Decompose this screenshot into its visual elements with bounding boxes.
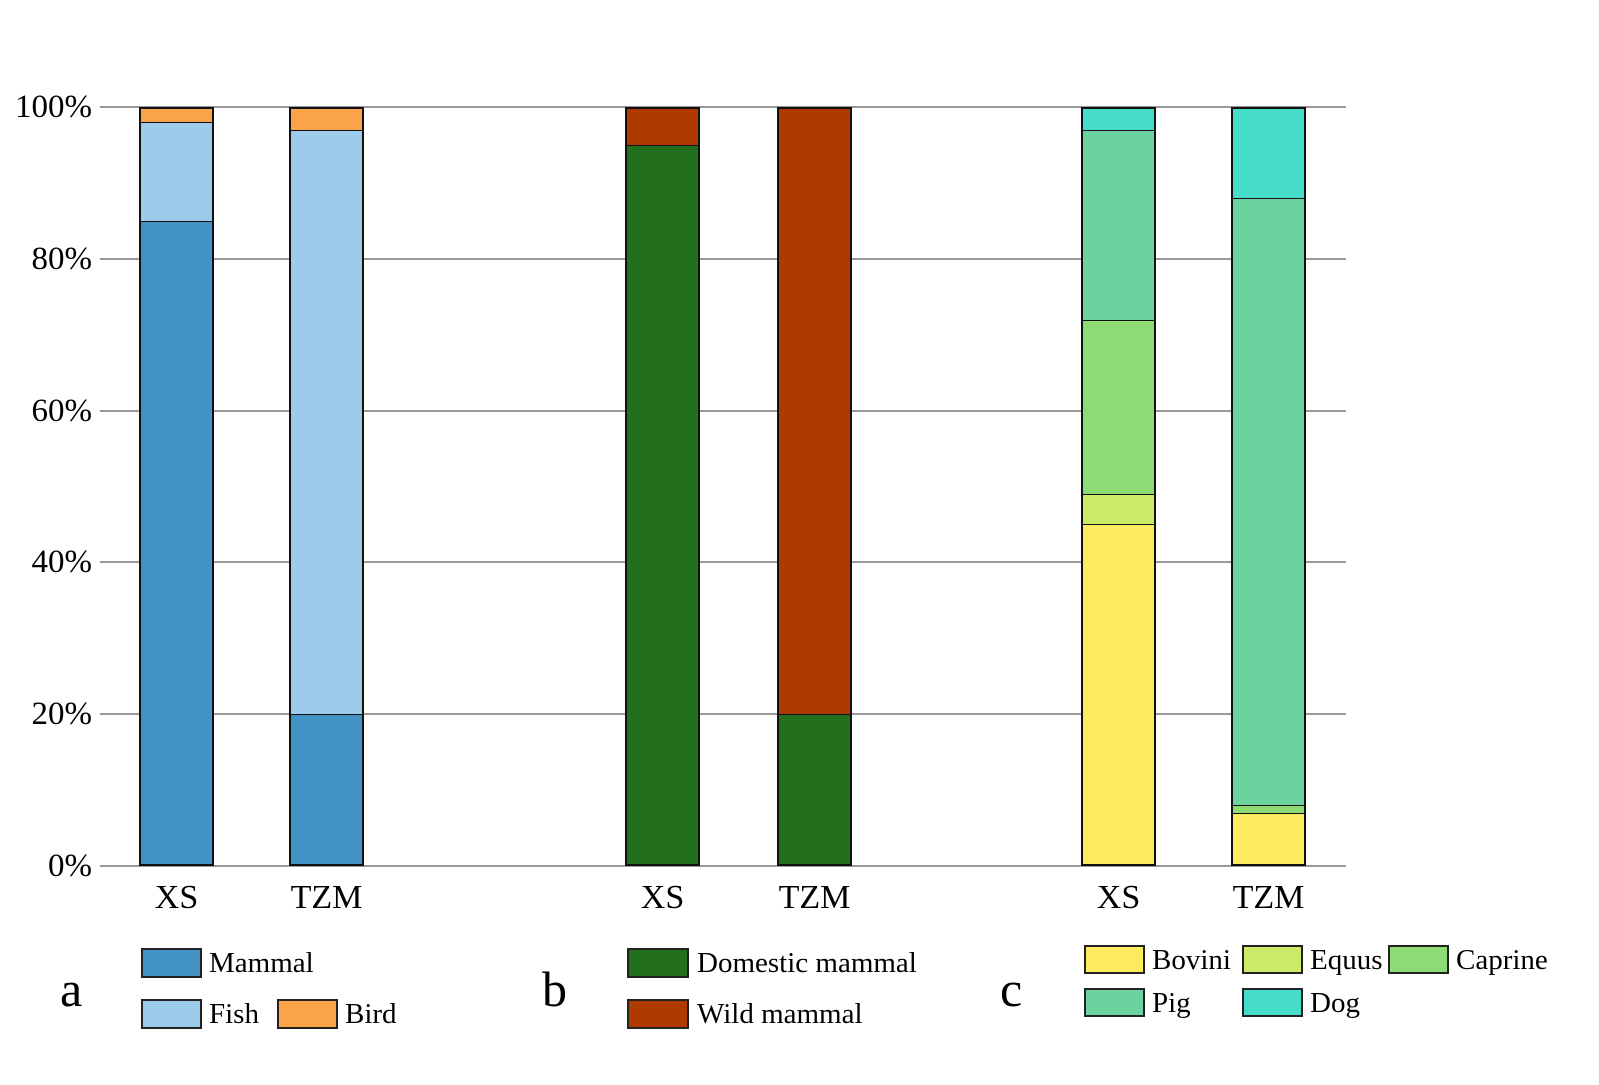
legend-swatch-pig — [1084, 988, 1145, 1017]
x-axis-label-TZM: TZM — [778, 879, 851, 916]
segment-divider — [1231, 811, 1306, 814]
legend-label-pig: Pig — [1152, 986, 1191, 1019]
stacked-bar-b-TZM — [777, 107, 852, 866]
legend-swatch-domestic-mammal — [627, 948, 689, 978]
stacked-bar-b-XS — [625, 107, 700, 866]
segment-divider — [289, 713, 364, 716]
bar-segment-pig — [1081, 129, 1156, 320]
bar-segment-mammal — [289, 714, 364, 866]
gridline-100% — [100, 106, 1346, 108]
legend-swatch-caprine — [1388, 945, 1449, 974]
panel-letter-c: c — [1000, 961, 1023, 1017]
bar-segment-bovini — [1081, 524, 1156, 866]
plot-area — [100, 106, 1346, 867]
legend-label-caprine: Caprine — [1456, 943, 1548, 976]
stacked-bar-a-XS — [139, 107, 214, 866]
bar-segment-bovini — [1231, 812, 1306, 866]
bar-segment-caprine — [1231, 805, 1306, 813]
legend-swatch-wild-mammal — [627, 999, 689, 1029]
bar-segment-dog — [1081, 107, 1156, 130]
stacked-bar-a-TZM — [289, 107, 364, 866]
legend-label-equus: Equus — [1310, 943, 1383, 976]
bar-segment-bird — [289, 107, 364, 130]
bar-segment-wild-mammal — [777, 107, 852, 715]
y-axis-tick-label: 100% — [15, 89, 92, 125]
legend-swatch-equus — [1242, 945, 1303, 974]
segment-divider — [625, 143, 700, 146]
y-axis-tick-label: 80% — [31, 240, 93, 277]
bar-segment-caprine — [1081, 319, 1156, 495]
segment-divider — [777, 713, 852, 716]
legend-swatch-bovini — [1084, 945, 1145, 974]
bar-segment-pig — [1231, 198, 1306, 806]
legend-swatch-bird — [277, 999, 338, 1029]
stacked-bar-c-TZM — [1231, 107, 1306, 866]
legend-swatch-mammal — [141, 948, 202, 978]
legend-label-bovini: Bovini — [1152, 943, 1231, 976]
gridline-60% — [100, 409, 1346, 412]
legend-label-domestic-mammal: Domestic mammal — [697, 947, 917, 979]
segment-divider — [1081, 318, 1156, 321]
segment-divider — [289, 128, 364, 131]
x-axis-label-XS: XS — [1096, 879, 1141, 916]
legend-label-fish: Fish — [209, 998, 259, 1030]
segment-divider — [1081, 523, 1156, 526]
segment-divider — [1231, 197, 1306, 200]
bar-segment-domestic-mammal — [777, 714, 852, 866]
legend-label-bird: Bird — [345, 998, 397, 1030]
y-axis-tick-label: 20% — [31, 696, 93, 733]
bar-segment-fish — [289, 129, 364, 715]
bar-segment-domestic-mammal — [625, 144, 700, 866]
segment-divider — [1081, 128, 1156, 131]
segment-divider — [1081, 493, 1156, 496]
panel-letter-b: b — [542, 961, 567, 1017]
bar-segment-equus — [1081, 494, 1156, 525]
segment-divider — [1231, 804, 1306, 807]
legend-label-wild-mammal: Wild mammal — [697, 998, 863, 1030]
gridline-0% — [100, 865, 1346, 867]
panel-letter-a: a — [60, 961, 83, 1017]
gridline-20% — [100, 713, 1346, 716]
bar-segment-dog — [1231, 107, 1306, 199]
stacked-bar-c-XS — [1081, 107, 1156, 866]
bar-segment-wild-mammal — [625, 107, 700, 145]
legend-label-dog: Dog — [1310, 986, 1360, 1019]
y-axis-tick-label: 60% — [31, 392, 93, 429]
bar-segment-fish — [139, 122, 214, 221]
x-axis-label-XS: XS — [154, 879, 199, 916]
gridline-80% — [100, 257, 1346, 260]
y-axis-tick-label: 40% — [31, 544, 93, 581]
x-axis-label-XS: XS — [640, 879, 685, 916]
segment-divider — [139, 219, 214, 222]
bar-segment-bird — [139, 107, 214, 123]
gridline-40% — [100, 561, 1346, 564]
y-axis-tick-label: 0% — [48, 848, 92, 884]
bar-segment-mammal — [139, 220, 214, 866]
legend-swatch-fish — [141, 999, 202, 1029]
x-axis-label-TZM: TZM — [1232, 879, 1305, 916]
legend-label-mammal: Mammal — [209, 947, 314, 979]
segment-divider — [139, 121, 214, 124]
legend-swatch-dog — [1242, 988, 1303, 1017]
x-axis-label-TZM: TZM — [290, 879, 363, 916]
